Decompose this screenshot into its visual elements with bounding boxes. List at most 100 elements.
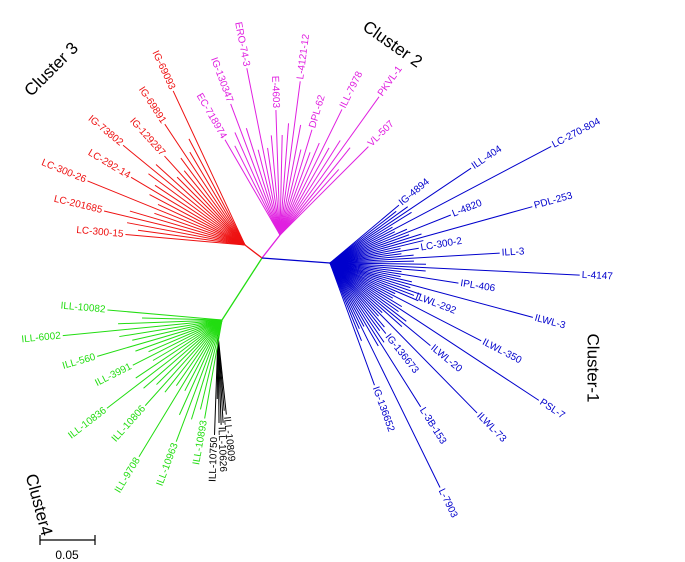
branch xyxy=(279,81,301,236)
leaf-label: LC-300-26 xyxy=(40,157,88,185)
branch xyxy=(234,145,281,236)
leaf-label: ILL-10626 xyxy=(216,427,229,473)
branch xyxy=(156,319,223,385)
branch xyxy=(132,319,223,341)
branch xyxy=(329,262,394,299)
branch xyxy=(329,240,424,264)
branch xyxy=(122,144,246,246)
branch xyxy=(190,319,223,420)
branch xyxy=(329,260,414,264)
branch xyxy=(329,262,360,329)
branch xyxy=(230,103,281,236)
branch xyxy=(261,234,281,259)
branch xyxy=(129,210,246,246)
leaf-label: ILL-10809 xyxy=(221,416,237,462)
cluster-title: Cluster 2 xyxy=(359,17,426,72)
branch xyxy=(143,319,223,389)
branch xyxy=(279,124,302,236)
leaf-label: ILL-560 xyxy=(61,352,97,372)
branch xyxy=(157,203,246,246)
branch xyxy=(267,147,281,236)
branch xyxy=(329,262,399,313)
branch xyxy=(126,222,246,246)
branch xyxy=(329,262,385,343)
branch xyxy=(329,167,472,264)
leaf-label: LC-270-804 xyxy=(550,116,602,151)
branch xyxy=(279,146,369,236)
branch xyxy=(224,139,281,236)
branch xyxy=(164,155,246,246)
branch xyxy=(217,334,220,423)
branch xyxy=(329,262,407,322)
leaf-label: IG-4894 xyxy=(397,176,432,208)
branch xyxy=(329,146,552,264)
branch xyxy=(329,262,401,278)
branch xyxy=(106,319,223,409)
branch xyxy=(107,309,223,321)
branch xyxy=(148,319,223,353)
branch xyxy=(329,252,500,264)
branch xyxy=(132,319,223,366)
branch xyxy=(172,90,246,246)
branch xyxy=(329,253,402,264)
branch xyxy=(125,234,246,246)
branch xyxy=(329,231,396,264)
branch xyxy=(130,176,246,246)
branch xyxy=(329,234,410,264)
leaf-label: ERO-74-3 xyxy=(232,21,252,68)
branch xyxy=(279,135,283,236)
branch xyxy=(175,319,223,442)
branch xyxy=(189,151,246,246)
branch xyxy=(164,123,246,246)
branch xyxy=(329,262,540,401)
branch xyxy=(329,262,375,386)
branch xyxy=(329,262,381,331)
leaf-label: PSL-7 xyxy=(537,397,567,422)
branch xyxy=(279,96,380,236)
branch xyxy=(329,262,422,408)
branch xyxy=(199,319,223,410)
branch xyxy=(279,147,351,236)
leaf-label: L-4121-12 xyxy=(295,33,312,80)
branch xyxy=(144,319,223,406)
branch xyxy=(188,138,246,246)
leaf-label: PDL-253 xyxy=(533,190,574,211)
branch xyxy=(87,180,246,246)
leaf-label: IG-69891 xyxy=(136,85,168,126)
branch xyxy=(329,210,397,264)
branch xyxy=(180,157,246,246)
branch xyxy=(135,319,223,352)
leaf-label: L-3B-153 xyxy=(417,406,448,447)
branch xyxy=(329,262,379,317)
branch xyxy=(178,319,223,416)
branch xyxy=(135,319,223,379)
branch xyxy=(137,229,246,246)
leaf-label: ILL-9708 xyxy=(113,455,143,495)
branch xyxy=(245,128,281,236)
cluster-title: Cluster-1 xyxy=(584,334,603,403)
leaf-label: LC-292-14 xyxy=(86,148,133,182)
branch xyxy=(275,110,281,236)
leaf-label: ILL-10963 xyxy=(155,441,181,487)
leaf-label: IG-73802 xyxy=(86,113,126,148)
leaf-label: ILL-10893 xyxy=(191,419,210,466)
scale-bar-label: 0.05 xyxy=(55,548,79,562)
leaf-label: ILL-7978 xyxy=(338,69,366,110)
leaf-label: ILWL-73 xyxy=(474,411,508,445)
leaf-label: IPL-406 xyxy=(460,278,497,294)
branch xyxy=(329,262,478,414)
branch xyxy=(329,262,411,289)
leaf-label: ILWL-350 xyxy=(480,337,523,366)
leaf-label: VL-507 xyxy=(366,118,397,149)
branch xyxy=(329,262,459,284)
leaf-label: ILL-10836 xyxy=(66,405,109,441)
branch xyxy=(97,319,223,357)
branch xyxy=(329,206,533,264)
leaf-label: IG-130347 xyxy=(208,56,235,105)
branch xyxy=(279,140,341,236)
leaf-label: ILL-10806 xyxy=(110,403,149,444)
branch xyxy=(257,149,281,236)
branch xyxy=(204,319,223,419)
